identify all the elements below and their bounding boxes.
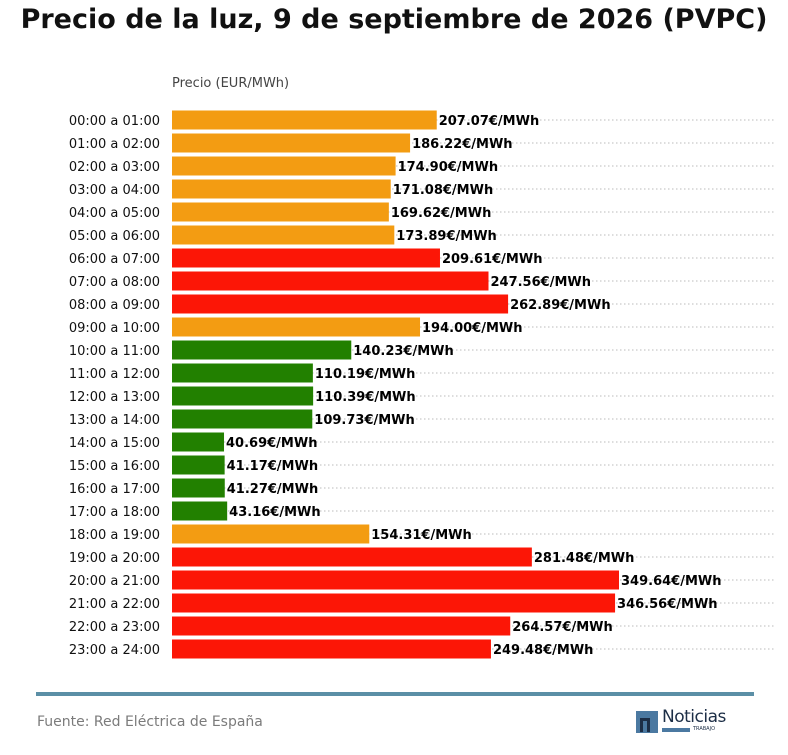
chart-title: Precio de la luz, 9 de septiembre de 202… bbox=[20, 4, 768, 35]
category-label: 19:00 a 20:00 bbox=[69, 551, 160, 566]
bar bbox=[172, 248, 440, 268]
category-label: 02:00 a 03:00 bbox=[69, 160, 160, 175]
bar bbox=[172, 294, 509, 314]
bar bbox=[172, 570, 619, 590]
data-label: 140.23€/MWh bbox=[353, 344, 454, 359]
data-label: 110.19€/MWh bbox=[315, 367, 416, 382]
category-label: 13:00 a 14:00 bbox=[69, 413, 160, 428]
category-label: 07:00 a 08:00 bbox=[69, 275, 160, 290]
data-label: 186.22€/MWh bbox=[412, 137, 513, 152]
category-label: 10:00 a 11:00 bbox=[69, 344, 160, 359]
data-label: 40.69€/MWh bbox=[226, 436, 317, 451]
bar bbox=[172, 340, 352, 360]
bar bbox=[172, 133, 411, 153]
data-label: 41.27€/MWh bbox=[227, 482, 318, 497]
data-label: 109.73€/MWh bbox=[314, 413, 415, 428]
x-axis-label: Precio (EUR/MWh) bbox=[172, 76, 289, 91]
data-label: 169.62€/MWh bbox=[391, 206, 492, 221]
logo-name: Noticias bbox=[662, 707, 726, 727]
bar bbox=[172, 639, 491, 659]
logo-underline bbox=[662, 728, 690, 732]
bar bbox=[172, 409, 313, 429]
data-label: 171.08€/MWh bbox=[393, 183, 494, 198]
noticias-trabajo-logo: Noticias TRABAJO bbox=[636, 707, 736, 737]
data-label: 346.56€/MWh bbox=[617, 597, 718, 612]
bar-chart: Precio (EUR/MWh) 00:00 a 01:00 207.07€/MWh… bbox=[69, 76, 774, 659]
bar bbox=[172, 202, 389, 222]
data-label: 349.64€/MWh bbox=[621, 574, 722, 589]
category-label: 09:00 a 10:00 bbox=[69, 321, 160, 336]
category-label: 05:00 a 06:00 bbox=[69, 229, 160, 244]
data-label: 247.56€/MWh bbox=[490, 275, 590, 290]
category-label: 14:00 a 15:00 bbox=[69, 436, 160, 451]
category-label: 01:00 a 02:00 bbox=[69, 137, 160, 152]
category-label: 20:00 a 21:00 bbox=[69, 574, 160, 589]
category-label: 04:00 a 05:00 bbox=[69, 206, 160, 221]
category-label: 21:00 a 22:00 bbox=[69, 597, 160, 612]
bar bbox=[172, 547, 532, 567]
category-label: 15:00 a 16:00 bbox=[69, 459, 160, 474]
category-label: 06:00 a 07:00 bbox=[69, 252, 160, 267]
bar bbox=[172, 225, 395, 245]
bar bbox=[172, 156, 396, 176]
category-label: 18:00 a 19:00 bbox=[69, 528, 160, 543]
bar bbox=[172, 524, 370, 544]
logo-mark-icon bbox=[636, 711, 658, 733]
data-label: 43.16€/MWh bbox=[229, 505, 320, 520]
bar bbox=[172, 616, 511, 636]
category-label: 16:00 a 17:00 bbox=[69, 482, 160, 497]
bar bbox=[172, 271, 489, 291]
bar bbox=[172, 317, 421, 337]
data-label: 110.39€/MWh bbox=[315, 390, 416, 405]
category-label: 22:00 a 23:00 bbox=[69, 620, 160, 635]
data-label: 174.90€/MWh bbox=[398, 160, 499, 175]
bar bbox=[172, 363, 313, 383]
category-label: 00:00 a 01:00 bbox=[69, 114, 160, 129]
data-label: 264.57€/MWh bbox=[512, 620, 613, 635]
data-label: 207.07€/MWh bbox=[439, 114, 539, 129]
category-label: 23:00 a 24:00 bbox=[69, 643, 160, 658]
category-label: 11:00 a 12:00 bbox=[69, 367, 160, 382]
category-label: 12:00 a 13:00 bbox=[69, 390, 160, 405]
data-label: 41.17€/MWh bbox=[227, 459, 318, 474]
bar bbox=[172, 501, 228, 521]
footer-divider bbox=[36, 692, 754, 696]
data-label: 209.61€/MWh bbox=[442, 252, 543, 267]
data-label: 262.89€/MWh bbox=[510, 298, 610, 313]
bar bbox=[172, 478, 225, 498]
category-label: 17:00 a 18:00 bbox=[69, 505, 160, 520]
bar bbox=[172, 593, 616, 613]
bar bbox=[172, 455, 225, 475]
category-label: 03:00 a 04:00 bbox=[69, 183, 160, 198]
data-label: 154.31€/MWh bbox=[371, 528, 472, 543]
source-note: Fuente: Red Eléctrica de España bbox=[37, 714, 263, 730]
data-label: 194.00€/MWh bbox=[422, 321, 523, 336]
data-label: 249.48€/MWh bbox=[493, 643, 594, 658]
category-label: 08:00 a 09:00 bbox=[69, 298, 160, 313]
bar bbox=[172, 432, 225, 452]
data-label: 281.48€/MWh bbox=[534, 551, 635, 566]
data-label: 173.89€/MWh bbox=[396, 229, 497, 244]
bar bbox=[172, 386, 314, 406]
bar bbox=[172, 110, 437, 130]
logo-subtitle: TRABAJO bbox=[693, 726, 716, 732]
bar bbox=[172, 179, 391, 199]
